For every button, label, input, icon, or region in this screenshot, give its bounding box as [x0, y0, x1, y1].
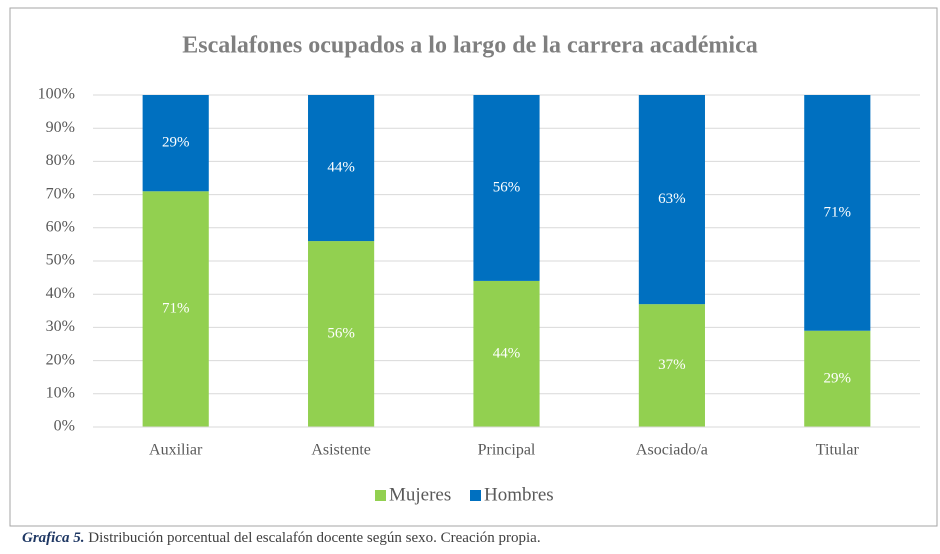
y-tick-label: 20%	[46, 351, 75, 368]
x-tick-label: Asistente	[311, 442, 371, 459]
legend-swatch	[470, 490, 481, 501]
data-label: 63%	[658, 191, 686, 207]
data-label: 44%	[327, 159, 355, 175]
y-tick-label: 10%	[46, 384, 75, 401]
data-label: 56%	[327, 325, 355, 341]
bar-segment	[638, 304, 705, 427]
data-label: 29%	[162, 135, 190, 151]
data-label: 71%	[162, 301, 190, 317]
y-tick-label: 70%	[46, 185, 75, 202]
chart: Escalafones ocupados a lo largo de la ca…	[9, 7, 938, 527]
y-tick-label: 80%	[46, 152, 75, 169]
y-tick-label: 100%	[38, 86, 75, 103]
y-tick-label: 30%	[46, 318, 75, 335]
bar-segment	[473, 95, 540, 281]
chart-title: Escalafones ocupados a lo largo de la ca…	[182, 33, 757, 59]
x-tick-label: Titular	[816, 442, 860, 459]
data-label: 44%	[493, 345, 521, 361]
x-tick-label: Auxiliar	[149, 442, 203, 459]
y-tick-label: 90%	[46, 119, 75, 136]
bar-segment	[638, 95, 705, 305]
bar-segment	[142, 95, 209, 192]
y-tick-label: 0%	[54, 418, 75, 435]
data-label: 71%	[824, 204, 852, 220]
bar-segment	[804, 95, 871, 331]
x-tick-label: Principal	[478, 442, 536, 459]
y-tick-label: 50%	[46, 252, 75, 269]
bar-segment	[142, 191, 209, 427]
y-tick-label: 60%	[46, 218, 75, 235]
data-label: 29%	[824, 370, 852, 386]
legend-label: Mujeres	[389, 484, 451, 505]
legend-swatch	[375, 490, 386, 501]
bar-segment	[308, 95, 375, 242]
legend-label: Hombres	[484, 484, 554, 505]
caption: Grafica 5. Distribución porcentual del e…	[22, 530, 541, 547]
y-tick-label: 40%	[46, 285, 75, 302]
x-tick-label: Asociado/a	[636, 442, 708, 459]
data-label: 37%	[658, 357, 686, 373]
bar-segment	[804, 330, 871, 427]
caption-text: Distribución porcentual del escalafón do…	[88, 530, 541, 546]
data-label: 56%	[493, 179, 521, 195]
bar-segment	[473, 280, 540, 427]
bar-segment	[308, 241, 375, 427]
caption-label: Grafica 5.	[22, 530, 85, 546]
